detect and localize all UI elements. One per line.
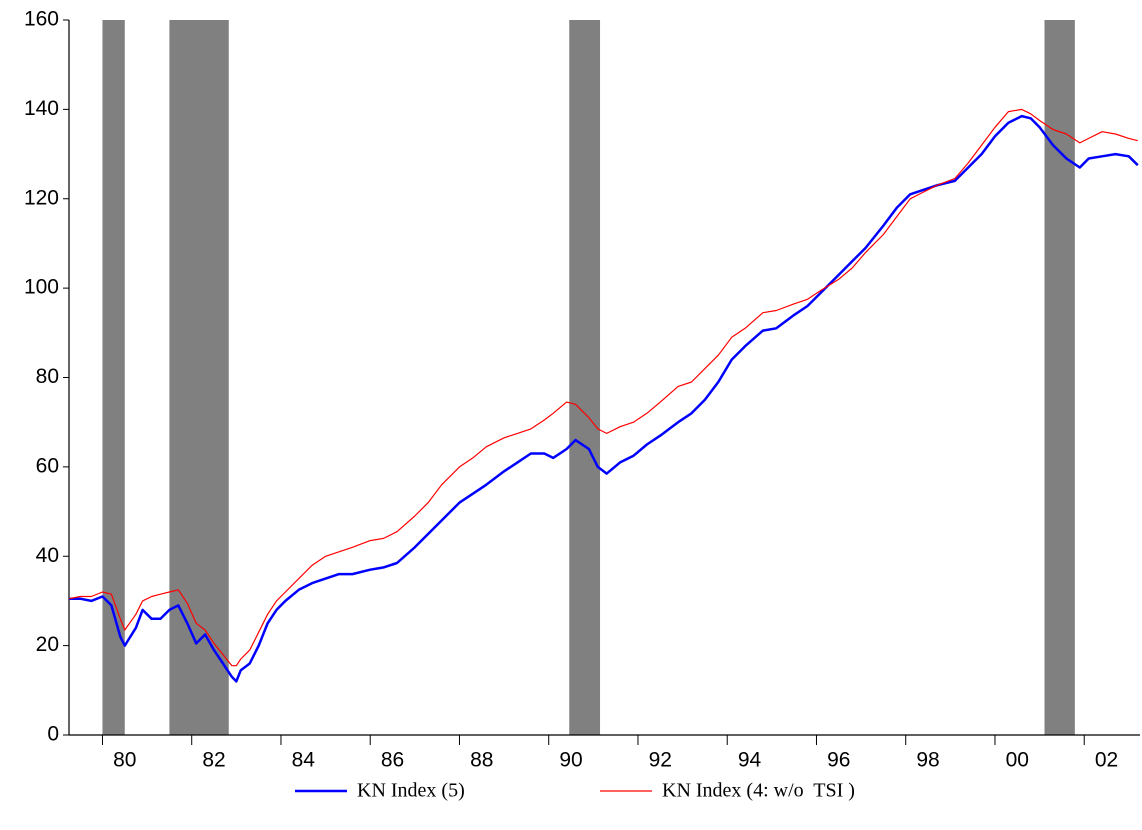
legend-label: KN Index (4: w/o TSI ) — [662, 780, 855, 802]
x-tick-label: 98 — [916, 749, 939, 772]
y-tick-label: 120 — [24, 186, 59, 209]
x-tick-label: 86 — [381, 749, 404, 772]
x-tick-label: 88 — [470, 749, 493, 772]
y-tick-label: 140 — [24, 97, 59, 120]
y-tick-label: 100 — [24, 276, 59, 299]
x-tick-label: 94 — [738, 749, 762, 772]
x-tick-label: 00 — [1006, 749, 1029, 772]
x-tick-label: 02 — [1095, 749, 1118, 772]
y-tick-label: 60 — [36, 454, 59, 477]
recession-band — [102, 20, 125, 735]
legend-label: KN Index (5) — [357, 780, 465, 802]
recession-band — [169, 20, 229, 735]
x-tick-label: 90 — [559, 749, 582, 772]
legend: KN Index (5) KN Index (4: w/o TSI ) — [295, 780, 855, 802]
series-line — [68, 108, 1138, 667]
x-tick-label: 80 — [113, 749, 136, 772]
y-tick-label: 40 — [36, 544, 59, 567]
x-tick-label: 92 — [649, 749, 672, 772]
x-tick-label: 96 — [827, 749, 850, 772]
x-tick-label: 82 — [202, 749, 225, 772]
x-tick-label: 84 — [292, 749, 316, 772]
recession-band — [569, 20, 601, 735]
y-tick-label: 20 — [36, 633, 59, 656]
series-line — [69, 114, 1139, 683]
y-tick-label: 80 — [36, 365, 59, 388]
y-tick-label: 0 — [47, 723, 59, 746]
y-tick-label: 160 — [24, 8, 59, 31]
